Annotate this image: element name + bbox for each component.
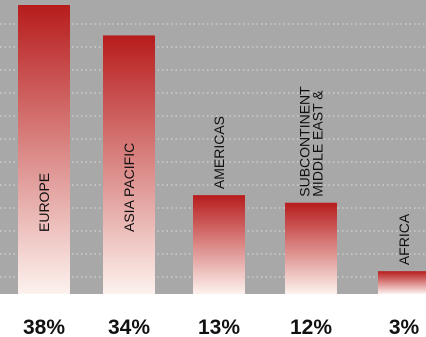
bar-label: ASIA PACIFIC <box>121 143 137 232</box>
bars <box>18 5 426 294</box>
value-label: 3% <box>389 316 420 337</box>
bar-africa <box>378 271 426 294</box>
bar-asia-pacific <box>103 35 155 294</box>
bar-americas <box>193 195 245 294</box>
bar-label: EUROPE <box>36 173 52 232</box>
value-label: 38% <box>23 316 65 337</box>
bar-label: AMERICAS <box>211 116 227 189</box>
value-label: 13% <box>198 316 240 337</box>
value-label: 12% <box>290 316 332 337</box>
bar-label: AFRICA <box>396 213 412 265</box>
bar-middle-east-subcontinent <box>285 202 337 294</box>
value-labels: 38% 34% 13% 12% 3% <box>23 316 420 337</box>
value-label: 34% <box>108 316 150 337</box>
bar-label: MIDDLE EAST &SUBCONTINENT <box>297 86 326 197</box>
bar-labels: EUROPE ASIA PACIFIC AMERICAS MIDDLE EAST &S… <box>36 86 412 265</box>
bar-europe <box>18 5 70 294</box>
